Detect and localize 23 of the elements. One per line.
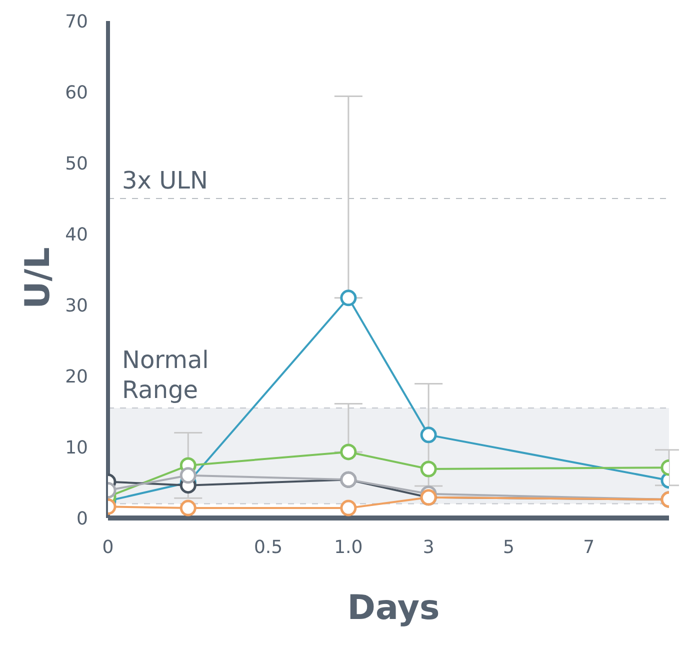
- x-tick-label: 1.0: [334, 536, 363, 558]
- point: [420, 460, 437, 478]
- point: [340, 444, 357, 460]
- band-label: Normal Range: [122, 346, 209, 404]
- y-tick-label: 0: [76, 508, 88, 530]
- x-tick-label: 5: [502, 536, 514, 558]
- y-tick-label: 50: [65, 153, 88, 174]
- point: [340, 500, 357, 516]
- y-tick-label: 20: [65, 366, 88, 388]
- point: [420, 426, 437, 444]
- ref-line-label: 3x ULN: [122, 166, 208, 194]
- x-tick-label: 0.5: [254, 536, 283, 558]
- x-tick-label: 7: [583, 536, 595, 558]
- y-tick-label: 70: [65, 11, 88, 32]
- x-axis-title: Days: [346, 588, 441, 628]
- y-tick-label: 30: [65, 295, 88, 316]
- y-tick-label: 10: [65, 437, 88, 458]
- point: [340, 290, 357, 306]
- x-tick-label: 3: [422, 536, 434, 558]
- x-tick-label: 0: [102, 536, 114, 558]
- y-tick-label: 40: [65, 224, 88, 246]
- y-tick-label: 60: [65, 82, 88, 104]
- y-axis-title: U/L: [18, 246, 58, 311]
